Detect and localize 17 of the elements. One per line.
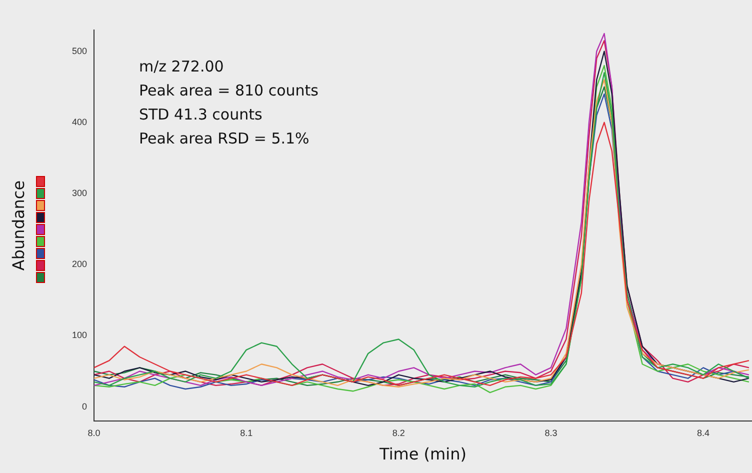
x-axis-title: Time (min) (378, 444, 466, 464)
y-tick-label: 100 (72, 330, 87, 340)
x-tick-label: 8.3 (544, 428, 558, 438)
x-tick-label: 8.0 (88, 428, 100, 438)
y-tick-label: 500 (72, 46, 87, 56)
y-tick-label: 300 (72, 188, 87, 198)
y-tick-label: 0 (82, 401, 87, 412)
x-tick-label: 8.2 (392, 428, 405, 438)
x-tick-label: 8.1 (240, 428, 253, 438)
x-tick-label: 8.4 (697, 428, 710, 438)
annotation: Peak area RSD = 5.1% (139, 129, 310, 148)
y-tick-label: 200 (72, 259, 87, 270)
y-tick-label: 400 (72, 116, 87, 127)
annotation: Peak area = 810 counts (139, 81, 319, 100)
annotation: m/z 272.00 (139, 57, 224, 76)
y-axis-title: Abundance (8, 180, 28, 271)
annotation: STD 41.3 counts (139, 105, 262, 124)
